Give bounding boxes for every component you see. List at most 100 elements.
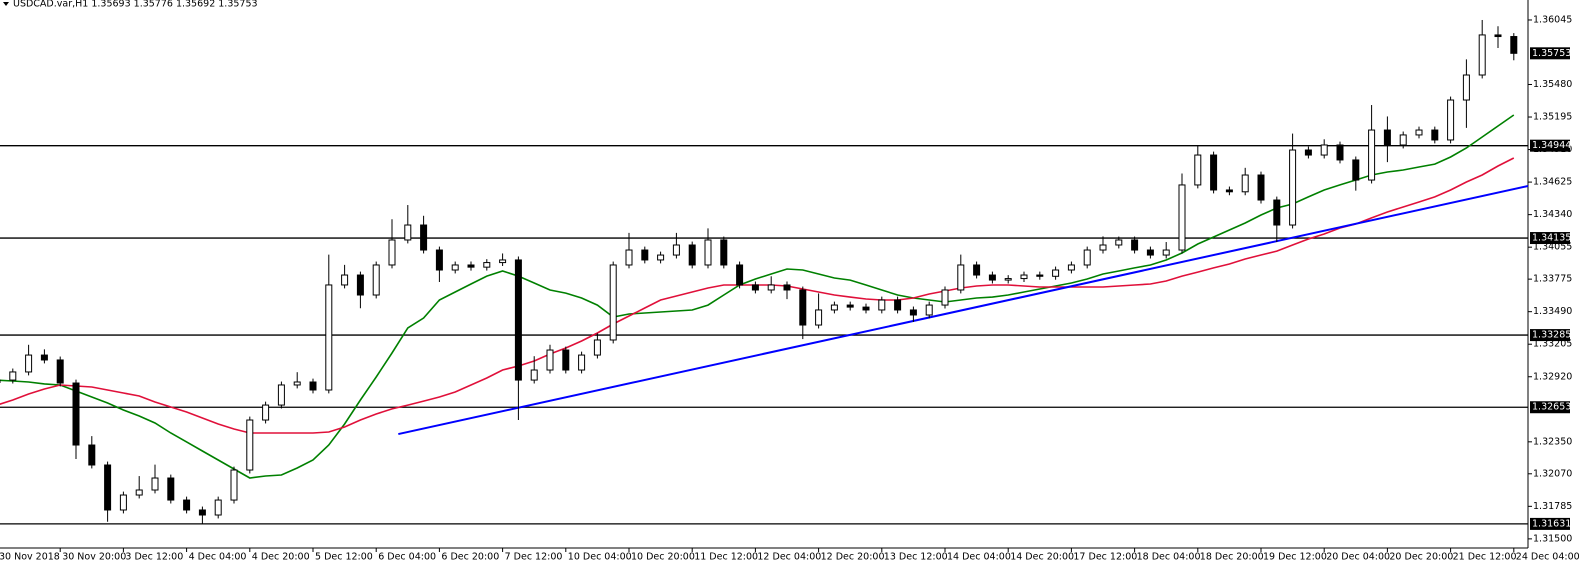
y-tick-label: 1.35480 [1533,79,1572,90]
x-tick-label: 18 Dec 04:00 [1137,552,1201,563]
candle-body [499,259,507,264]
y-tick-label: 1.36045 [1533,14,1572,25]
candle-body [135,489,143,496]
y-tick-label: 1.34055 [1533,242,1572,253]
candle-body [1383,129,1391,146]
candle-body [246,419,254,471]
candle-body [688,244,696,266]
y-tick-label: 1.31500 [1533,533,1572,544]
level-label: 1.34944 [1532,140,1571,151]
x-tick-label: 18 Dec 20:00 [1200,552,1264,563]
candle-body [56,359,64,384]
x-tick-label: 20 Dec 20:00 [1389,552,1453,563]
candle-body [1431,129,1439,141]
level-label-box [1530,232,1570,245]
candle-body [1083,249,1091,266]
candle-body [262,404,270,421]
candle-body [878,299,886,311]
level-label-box [1530,517,1570,530]
candle-body [546,349,554,371]
x-tick-label: 6 Dec 20:00 [441,552,499,563]
candle-body [973,264,981,276]
candle-body [467,264,475,268]
y-tick-label: 1.33775 [1533,274,1572,285]
x-tick-label: 14 Dec 04:00 [947,552,1011,563]
level-label: 1.31631 [1532,518,1571,529]
y-tick-label: 1.32070 [1533,468,1572,479]
candle-body [530,369,538,381]
candle-body [1462,74,1470,101]
candle-body [657,254,665,261]
candle-body [420,224,428,251]
candle-body [593,339,601,356]
y-tick-label: 1.31785 [1533,501,1572,512]
candle-body [799,289,807,326]
candle-body [1036,274,1044,277]
x-tick-label: 13 Dec 12:00 [884,552,948,563]
candle-body [104,464,112,511]
level-label: 1.32653 [1532,402,1571,413]
x-tick-label: 20 Dec 04:00 [1326,552,1390,563]
candle-body [1352,159,1360,181]
x-tick-label: 6 Dec 04:00 [378,552,436,563]
level-label: 1.33285 [1532,330,1571,341]
candle-body [325,284,333,391]
candle-body [214,499,222,516]
candle-body [1478,34,1486,76]
candle-body [767,284,775,291]
candle-body [1146,249,1154,256]
candle-body [736,264,744,286]
x-tick-label: 10 Dec 04:00 [568,552,632,563]
price-label: 1.35753 [1532,48,1571,59]
level-label-box [1530,139,1570,152]
candle-body [751,284,759,291]
x-tick-label: 3 Dec 12:00 [125,552,183,563]
candle-body [372,264,380,296]
candle-body [1273,199,1281,226]
candle-body [1399,134,1407,146]
y-tick-label: 1.35195 [1533,112,1572,123]
candle-body [815,309,823,326]
candle-body [894,299,902,311]
y-tick-label: 1.33205 [1533,339,1572,350]
x-tick-label: 19 Dec 12:00 [1263,552,1327,563]
candle-body [1052,269,1060,277]
y-tick-label: 1.33490 [1533,306,1572,317]
candle-body [783,284,791,291]
level-label-box [1530,329,1570,342]
candle-body [909,309,917,316]
candle-body [1289,149,1297,226]
x-tick-label: 4 Dec 04:00 [189,552,247,563]
x-tick-label: 5 Dec 12:00 [315,552,373,563]
candle-body [1178,184,1186,251]
chart-title: USDCAD.var,H1 1.35693 1.35776 1.35692 1.… [13,0,258,10]
x-tick-label: 21 Dec 12:00 [1453,552,1517,563]
candle-body [672,244,680,256]
level-label: 1.34135 [1532,233,1571,244]
x-tick-label: 30 Nov 20:00 [62,552,126,563]
candle-body [9,371,17,381]
candle-body [704,239,712,266]
moving-average [0,114,1515,479]
candle-body [846,304,854,308]
y-tick-label: 1.32350 [1533,436,1572,447]
candle-body [483,262,491,268]
menu-arrow[interactable] [3,2,9,6]
candle-body [957,264,965,291]
candle-body [1162,249,1170,256]
x-tick-label: 17 Dec 12:00 [1073,552,1137,563]
candle-body [1194,154,1202,186]
candle-body [988,274,996,281]
candle-body [514,259,522,381]
candle-body [167,477,175,501]
candle-body [562,349,570,371]
x-tick-label: 7 Dec 12:00 [505,552,563,563]
candle-body [578,354,586,371]
candle-body [25,354,33,373]
y-tick-label: 1.34340 [1533,209,1572,220]
candle-body [1004,278,1012,281]
candle-body [1241,174,1249,193]
candle-body [1368,129,1376,181]
